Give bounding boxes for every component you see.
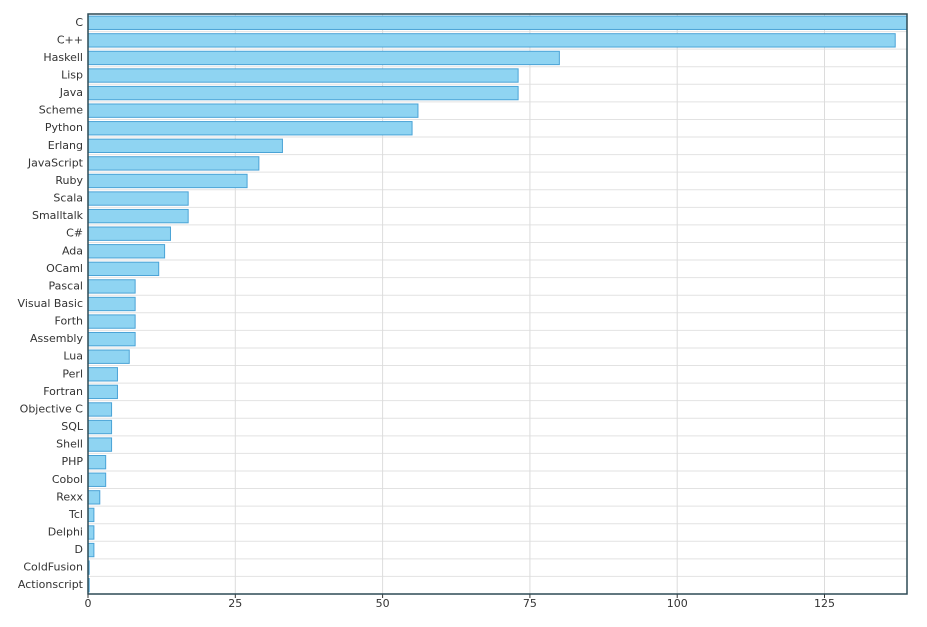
bar xyxy=(87,331,136,347)
bar xyxy=(87,525,95,540)
bar xyxy=(87,349,130,364)
x-tick-label: 25 xyxy=(228,597,242,610)
bar xyxy=(87,472,107,487)
y-tick-label: Smalltalk xyxy=(32,209,84,222)
bar xyxy=(87,314,136,329)
y-tick-label: D xyxy=(75,543,83,556)
y-tick-label: C xyxy=(75,16,83,29)
x-tick-label: 75 xyxy=(523,597,537,610)
x-tick-label: 50 xyxy=(376,597,390,610)
y-tick-label: Java xyxy=(59,86,83,99)
bar xyxy=(87,490,101,505)
bar xyxy=(87,244,166,259)
bar xyxy=(87,542,95,558)
y-tick-label: C++ xyxy=(57,33,83,46)
bar xyxy=(87,138,283,153)
y-tick-label: Haskell xyxy=(43,51,83,64)
bar xyxy=(87,367,118,382)
y-tick-label: Tcl xyxy=(68,508,83,521)
bar xyxy=(87,103,419,118)
y-tick-label: Erlang xyxy=(48,139,83,152)
bar xyxy=(87,121,413,136)
bar xyxy=(87,261,160,277)
y-tick-label: Ada xyxy=(62,244,83,257)
y-tick-label: Ruby xyxy=(55,174,83,187)
bar xyxy=(87,384,118,400)
plot-frame xyxy=(87,13,908,595)
y-tick-label: Perl xyxy=(62,367,83,380)
y-tick-label: Rexx xyxy=(56,490,83,503)
y-tick-label: Visual Basic xyxy=(18,297,83,310)
x-tick-label: 100 xyxy=(667,597,688,610)
bar xyxy=(87,15,908,30)
bar xyxy=(87,173,248,189)
bar xyxy=(87,191,189,206)
y-tick-label: OCaml xyxy=(46,262,83,275)
bar xyxy=(87,226,171,241)
bar xyxy=(87,437,113,452)
bar xyxy=(87,68,519,83)
bar xyxy=(87,402,113,417)
bar xyxy=(87,296,136,312)
y-tick-label: Shell xyxy=(56,438,83,451)
bar xyxy=(87,455,107,470)
bar xyxy=(87,33,896,48)
y-tick-label: Scheme xyxy=(39,104,83,117)
y-tick-label: Lisp xyxy=(61,69,83,82)
bar xyxy=(87,279,136,294)
bar xyxy=(87,507,95,523)
bar xyxy=(87,85,519,101)
bar xyxy=(87,419,113,435)
y-tick-label: Delphi xyxy=(48,525,83,538)
x-tick-label: 0 xyxy=(85,597,92,610)
y-tick-label: Fortran xyxy=(43,385,83,398)
y-tick-label: Objective C xyxy=(20,402,84,415)
y-tick-label: Actionscript xyxy=(18,578,84,591)
bar xyxy=(87,208,189,224)
y-tick-label: Forth xyxy=(55,315,84,328)
y-tick-label: Cobol xyxy=(52,473,83,486)
y-tick-label: PHP xyxy=(61,455,83,468)
y-tick-label: SQL xyxy=(61,420,84,433)
y-tick-label: Assembly xyxy=(30,332,84,345)
y-tick-label: ColdFusion xyxy=(23,561,83,574)
x-tick-label: 125 xyxy=(814,597,835,610)
y-tick-label: JavaScript xyxy=(27,156,84,169)
y-tick-label: Python xyxy=(45,121,83,134)
y-tick-label: Lua xyxy=(63,350,83,363)
bar xyxy=(87,50,560,66)
y-tick-label: Scala xyxy=(53,192,83,205)
bar xyxy=(87,156,260,171)
y-tick-label: C# xyxy=(66,227,83,240)
y-tick-label: Pascal xyxy=(49,279,83,292)
